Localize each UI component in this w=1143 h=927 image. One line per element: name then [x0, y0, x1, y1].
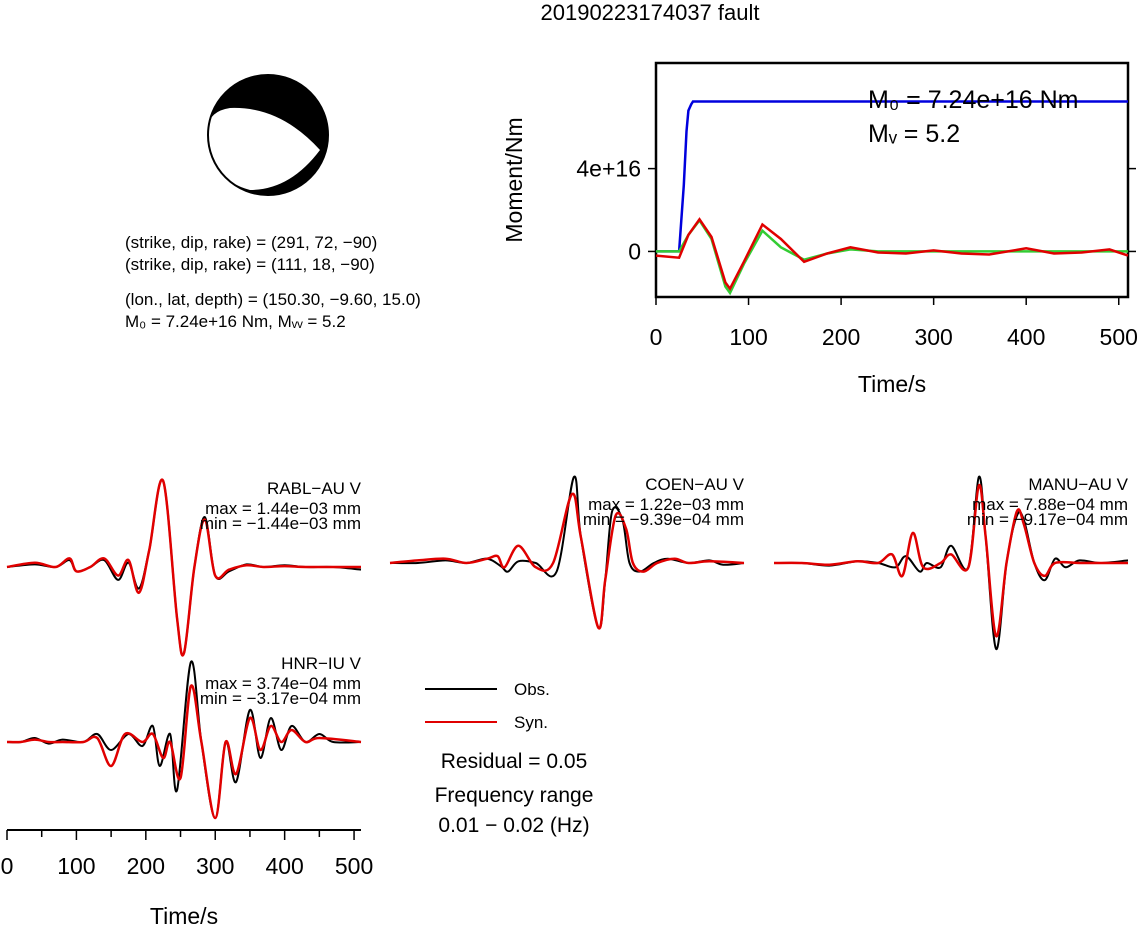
station-max: max = 7.88e−04 mm — [972, 495, 1128, 514]
seismogram-x-tick-label: 400 — [265, 853, 303, 879]
station-max: max = 1.22e−03 mm — [588, 495, 744, 514]
moment-x-tick-label: 300 — [914, 324, 952, 350]
station-label: MANU−AU V — [1028, 475, 1128, 494]
moment-x-axis-label: Time/s — [858, 371, 926, 397]
residual-label: Residual = 0.05 — [441, 750, 588, 773]
station-max: max = 3.74e−04 mm — [205, 674, 361, 693]
mechanism-line-4: M₀ = 7.24e+16 Nm, Mᵥᵥ = 5.2 — [125, 312, 346, 331]
moment-x-tick-label: 0 — [650, 324, 663, 350]
moment-x-tick-label: 400 — [1007, 324, 1045, 350]
frequency-range-value: 0.01 − 0.02 (Hz) — [438, 814, 589, 837]
moment-series-1 — [656, 218, 1128, 296]
seismogram-x-tick-label: 500 — [335, 853, 373, 879]
moment-plot-frame — [654, 61, 1130, 299]
beachball — [207, 74, 329, 196]
moment-x-tick-label: 500 — [1100, 324, 1138, 350]
station-label: HNR−IU V — [281, 654, 361, 673]
seismogram-x-tick-label: 200 — [127, 853, 165, 879]
moment-series-0 — [656, 100, 1128, 253]
legend: Obs. Syn. Residual = 0.05 Frequency rang… — [425, 680, 593, 837]
syn-trace — [6, 478, 361, 657]
moment-x-tick-label: 100 — [729, 324, 767, 350]
frequency-range-label: Frequency range — [435, 784, 594, 807]
moment-y-axis-label: Moment/Nm — [501, 117, 527, 242]
mechanism-line-3: (lon., lat, depth) = (150.30, −9.60, 15.… — [125, 290, 421, 309]
legend-obs-label: Obs. — [514, 680, 550, 699]
seismogram-x-tick-label: 0 — [1, 853, 14, 879]
moment-y-tick-label: 4e+16 — [576, 156, 641, 182]
mechanism-line-2: (strike, dip, rake) = (111, 18, −90) — [125, 255, 375, 274]
syn-trace — [773, 484, 1128, 638]
station-min: min = −9.17e−04 mm — [967, 510, 1128, 529]
station-min: min = −1.44e−03 mm — [200, 514, 361, 533]
moment-annotation-mw: Mᵥ = 5.2 — [868, 120, 960, 148]
syn-trace — [389, 492, 745, 630]
mechanism-line-1: (strike, dip, rake) = (291, 72, −90) — [125, 233, 377, 252]
station-label: RABL−AU V — [267, 479, 362, 498]
moment-plot: 0 100 200 300 400 500 0 4e+16 Time/s Moment/Nm M₀ … — [501, 61, 1138, 397]
station-min: min = −3.17e−04 mm — [200, 689, 361, 708]
seismogram-x-tick-label: 100 — [57, 853, 95, 879]
moment-y-tick-label: 0 — [628, 238, 641, 264]
station-min: min = −9.39e−04 mm — [583, 510, 744, 529]
seismogram-x-axis-label: Time/s — [150, 903, 218, 927]
moment-series-2 — [655, 217, 1129, 292]
moment-annotation-m0: M₀ = 7.24e+16 Nm — [868, 86, 1079, 114]
legend-syn-label: Syn. — [514, 713, 548, 732]
figure-title: 20190223174037 fault — [541, 0, 760, 25]
station-max: max = 1.44e−03 mm — [205, 499, 361, 518]
beachball-dilatation — [207, 107, 320, 190]
station-label: COEN−AU V — [645, 475, 744, 494]
moment-x-tick-label: 200 — [822, 324, 860, 350]
syn-trace — [6, 684, 362, 820]
seismogram-x-tick-label: 300 — [196, 853, 234, 879]
